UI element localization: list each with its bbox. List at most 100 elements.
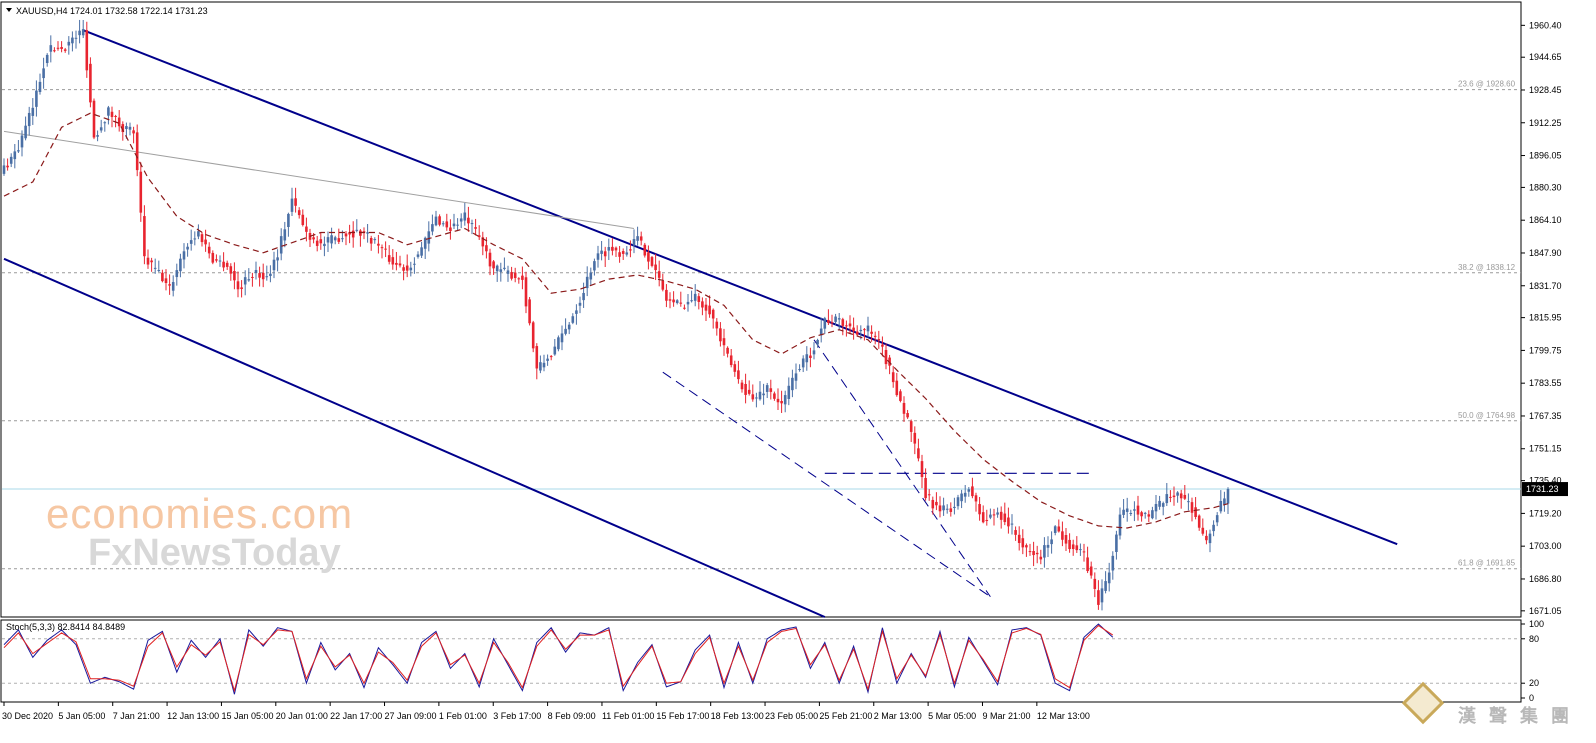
x-tick-label: 8 Feb 09:00	[548, 711, 596, 721]
x-tick-label: 30 Dec 2020	[2, 711, 53, 721]
candle-body	[1176, 492, 1179, 496]
candle-body	[481, 237, 485, 247]
candle-body	[859, 329, 863, 332]
header-symbol-ohlc: XAUUSD,H4 1724.01 1732.58 1722.14 1731.2…	[16, 6, 208, 16]
candle-body	[312, 237, 315, 240]
candle-body	[233, 270, 236, 281]
current-price-label: 1731.23	[1526, 484, 1559, 494]
candle-body	[99, 127, 103, 131]
watermark-brand-top: economies.com	[46, 490, 354, 537]
candle-body	[823, 318, 827, 329]
candle-body	[337, 238, 341, 242]
candle-body	[290, 198, 294, 212]
candle-body	[341, 238, 344, 240]
candle-body	[431, 224, 434, 232]
stoch-y-tick-label: 80	[1529, 634, 1539, 644]
candle-body	[560, 333, 564, 343]
candle-body	[632, 239, 636, 246]
x-tick-label: 23 Feb 05:00	[765, 711, 818, 721]
candle-body	[794, 373, 798, 381]
candle-body	[351, 230, 355, 238]
candle-body	[596, 253, 600, 260]
candle-body	[445, 221, 449, 228]
candle-body	[189, 240, 193, 244]
candle-body	[747, 389, 751, 394]
candle-body	[1223, 498, 1226, 505]
candle-body	[639, 236, 643, 241]
candle-body	[1169, 496, 1172, 498]
candle-body	[182, 251, 186, 260]
candle-body	[722, 338, 726, 346]
candle-body	[1165, 494, 1169, 504]
candle-body	[49, 45, 53, 52]
candle-body	[247, 279, 251, 281]
candle-body	[1147, 514, 1151, 517]
candle-body	[920, 461, 924, 478]
candle-body	[215, 259, 218, 261]
candle-body	[211, 252, 215, 263]
candle-body	[1079, 549, 1082, 551]
candle-body	[276, 257, 279, 261]
candle-body	[301, 214, 305, 225]
candle-body	[492, 261, 495, 269]
candle-body	[348, 232, 351, 235]
candle-body	[827, 319, 830, 323]
fibonacci-level-label: 50.0 @ 1764.98	[1458, 411, 1516, 420]
candle-body	[1068, 539, 1071, 550]
candle-body	[1208, 533, 1212, 544]
candle-body	[71, 37, 74, 44]
candle-body	[531, 322, 535, 349]
candle-body	[805, 354, 809, 363]
candle-body	[837, 318, 841, 320]
candle-body	[470, 223, 474, 225]
candle-body	[355, 229, 359, 231]
candle-body	[1093, 578, 1097, 589]
candle-body	[135, 132, 139, 171]
candle-body	[200, 234, 204, 243]
candle-body	[697, 296, 701, 302]
candle-body	[283, 229, 287, 241]
x-tick-label: 15 Feb 17:00	[656, 711, 709, 721]
candle-body	[938, 505, 942, 512]
y-tick-label: 1735.40	[1529, 476, 1562, 486]
candle-body	[1187, 501, 1190, 503]
candle-body	[625, 252, 629, 255]
candle-body	[254, 269, 258, 273]
x-tick-label: 5 Mar 05:00	[928, 711, 976, 721]
stoch-title: Stoch(5,3,3) 82.8414 84.8489	[6, 622, 125, 632]
candle-body	[873, 335, 877, 337]
candle-body	[1017, 534, 1021, 544]
candle-body	[798, 369, 801, 371]
candle-body	[726, 347, 729, 354]
candle-body	[517, 278, 521, 280]
candle-body	[1071, 544, 1075, 549]
y-tick-label: 1928.45	[1529, 85, 1562, 95]
candle-body	[463, 212, 467, 221]
candle-body	[24, 125, 27, 139]
candle-body	[672, 299, 675, 303]
candle-body	[755, 397, 758, 399]
candle-body	[186, 246, 189, 250]
candle-body	[96, 135, 99, 137]
candle-body	[895, 380, 899, 396]
candle-body	[236, 281, 240, 290]
candle-body	[542, 362, 546, 368]
y-tick-label: 1799.75	[1529, 345, 1562, 355]
candle-body	[427, 231, 431, 244]
fibonacci-level-label: 38.2 @ 1838.12	[1458, 263, 1516, 272]
candle-body	[405, 265, 409, 271]
candle-body	[967, 489, 971, 492]
candle-body	[675, 300, 679, 304]
y-tick-label: 1912.25	[1529, 118, 1562, 128]
candle-body	[611, 246, 614, 251]
candle-body	[366, 232, 369, 234]
candle-body	[927, 494, 931, 496]
candle-body	[1003, 513, 1007, 523]
candle-body	[506, 270, 510, 274]
candle-body	[751, 394, 755, 400]
candle-body	[6, 165, 9, 168]
candle-body	[326, 237, 330, 243]
candle-body	[474, 227, 477, 229]
candle-body	[686, 301, 690, 305]
candle-body	[1143, 512, 1147, 514]
